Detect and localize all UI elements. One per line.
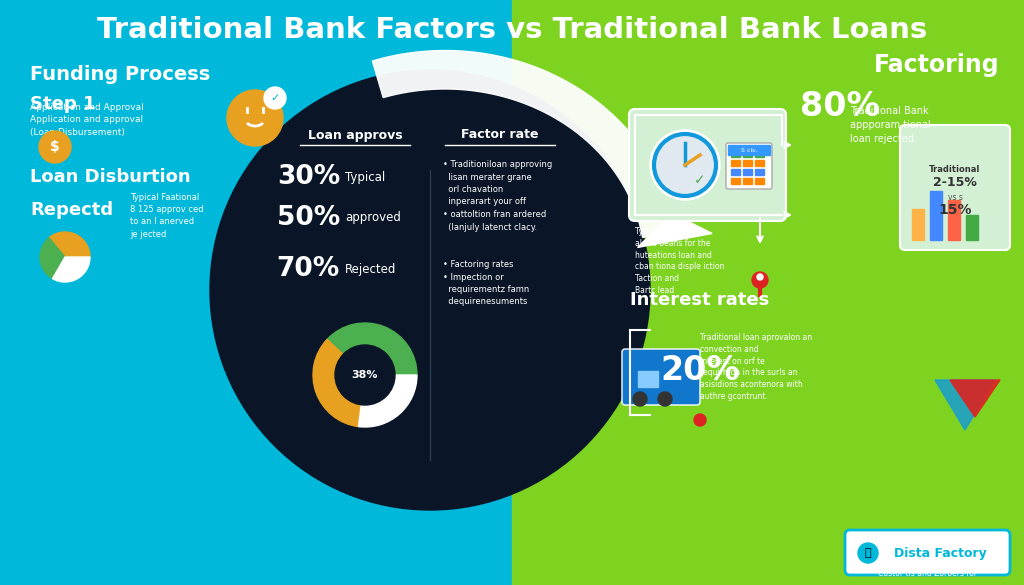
- Bar: [731, 178, 740, 184]
- FancyBboxPatch shape: [845, 530, 1010, 575]
- Circle shape: [757, 274, 763, 280]
- Circle shape: [227, 90, 283, 146]
- Text: 50%: 50%: [276, 205, 340, 231]
- FancyBboxPatch shape: [629, 109, 786, 221]
- Circle shape: [858, 543, 878, 563]
- Text: $: $: [50, 140, 59, 154]
- Text: vs s: vs s: [947, 192, 963, 201]
- Bar: [755, 178, 764, 184]
- Text: 80%: 80%: [800, 91, 880, 123]
- Circle shape: [658, 392, 672, 406]
- Text: • Factoring rates
• Impection or
  requirementz famn
  dequirenesuments: • Factoring rates • Impection or require…: [443, 260, 529, 307]
- Text: 15%: 15%: [938, 203, 972, 217]
- Text: Traditional Bank Factors vs Traditional Bank Loans: Traditional Bank Factors vs Traditional …: [97, 16, 927, 44]
- Bar: [755, 151, 764, 157]
- Bar: [966, 215, 978, 240]
- Circle shape: [650, 130, 720, 200]
- Bar: [0, 0, 512, 585]
- Text: 38%: 38%: [352, 370, 378, 380]
- Text: Loan approvs: Loan approvs: [307, 129, 402, 142]
- Bar: [731, 160, 740, 166]
- Text: Dista Factory: Dista Factory: [894, 546, 986, 559]
- FancyBboxPatch shape: [726, 143, 772, 189]
- Bar: [755, 169, 764, 175]
- Text: Interest rates: Interest rates: [630, 291, 769, 309]
- Bar: [512, 0, 1024, 585]
- Text: Traditional Bank
appporam tional
loan rejected: Traditional Bank appporam tional loan re…: [850, 106, 931, 144]
- Wedge shape: [358, 375, 417, 427]
- Polygon shape: [935, 380, 995, 430]
- Circle shape: [264, 87, 286, 109]
- Text: Factoring: Factoring: [874, 53, 1000, 77]
- Text: Typical: Typical: [345, 170, 385, 184]
- Text: Typical loan lororo
aktuo beans for the
huteations loan and
cban tiona disple ic: Typical loan lororo aktuo beans for the …: [635, 227, 725, 295]
- Bar: [948, 199, 961, 240]
- Wedge shape: [52, 257, 90, 282]
- Wedge shape: [313, 339, 365, 426]
- Text: Factor rate: Factor rate: [461, 129, 539, 142]
- Bar: [743, 169, 752, 175]
- Bar: [912, 208, 924, 240]
- Text: 🏭: 🏭: [864, 548, 871, 558]
- Text: ✓: ✓: [694, 173, 706, 187]
- Polygon shape: [638, 214, 712, 247]
- Bar: [638, 371, 658, 387]
- Bar: [743, 178, 752, 184]
- Bar: [731, 169, 740, 175]
- Circle shape: [633, 392, 647, 406]
- Text: 30%: 30%: [276, 164, 340, 190]
- Text: Application and Approval
Application and approval
(Loan Disbursement): Application and Approval Application and…: [30, 103, 143, 137]
- Text: Custor tis and Zorbers for: Custor tis and Zorbers for: [878, 569, 977, 577]
- Circle shape: [210, 70, 650, 510]
- Circle shape: [752, 272, 768, 288]
- Bar: [930, 191, 942, 240]
- Text: Typical Faational
8 125 approv ced
to an I anerved
je jected: Typical Faational 8 125 approv ced to an…: [130, 192, 204, 239]
- Text: • Traditioniloan approving
  lisan merater grane
  orl chavation
  inperarart yo: • Traditioniloan approving lisan merater…: [443, 160, 552, 232]
- Bar: [755, 160, 764, 166]
- Text: 70%: 70%: [276, 256, 340, 282]
- Circle shape: [653, 133, 717, 197]
- Text: ✓: ✓: [270, 93, 280, 103]
- Text: 20%: 20%: [660, 353, 739, 387]
- Text: 2-15%: 2-15%: [933, 177, 977, 190]
- Bar: [731, 151, 740, 157]
- FancyBboxPatch shape: [900, 125, 1010, 250]
- Text: Rejected: Rejected: [345, 263, 396, 276]
- Polygon shape: [950, 380, 1000, 417]
- Text: Traditional loan aprovalon an
convection and
Interest on orf te
requirreda in th: Traditional loan aprovalon an convection…: [700, 333, 812, 401]
- Text: S cls.: S cls.: [740, 147, 757, 153]
- Bar: [743, 151, 752, 157]
- Wedge shape: [40, 238, 65, 278]
- Polygon shape: [373, 50, 677, 238]
- Wedge shape: [327, 323, 417, 375]
- FancyBboxPatch shape: [622, 349, 700, 405]
- Wedge shape: [49, 232, 90, 257]
- Text: Funding Process: Funding Process: [30, 65, 210, 84]
- Circle shape: [39, 131, 71, 163]
- Text: Traditional: Traditional: [930, 166, 981, 174]
- Bar: [728, 145, 770, 155]
- Circle shape: [335, 345, 395, 405]
- Text: Step 1: Step 1: [30, 95, 95, 113]
- Text: approved: approved: [345, 212, 400, 225]
- Text: Loan Disburtion: Loan Disburtion: [30, 168, 190, 186]
- Circle shape: [694, 414, 706, 426]
- Text: Repectd: Repectd: [30, 201, 113, 219]
- Bar: [743, 160, 752, 166]
